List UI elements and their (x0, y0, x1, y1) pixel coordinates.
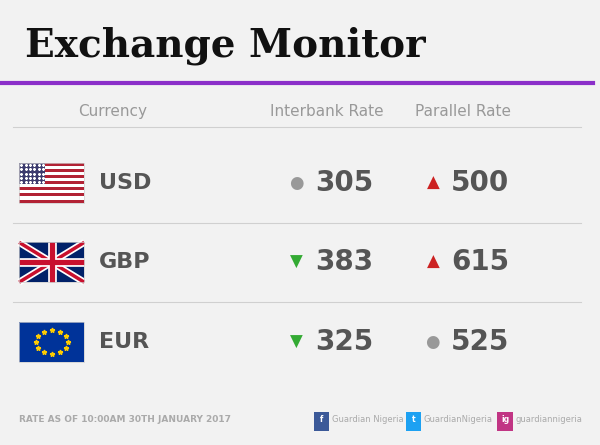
FancyBboxPatch shape (497, 412, 512, 431)
FancyBboxPatch shape (314, 412, 329, 431)
FancyBboxPatch shape (19, 187, 84, 190)
FancyBboxPatch shape (19, 199, 84, 202)
Text: ▼: ▼ (290, 333, 303, 351)
Text: ●: ● (425, 333, 439, 351)
Text: f: f (320, 415, 323, 424)
Text: 525: 525 (451, 328, 509, 356)
Text: ▲: ▲ (427, 253, 439, 271)
Text: Parallel Rate: Parallel Rate (415, 105, 511, 119)
Text: GuardianNigeria: GuardianNigeria (423, 415, 492, 424)
FancyBboxPatch shape (19, 166, 84, 169)
Text: GBP: GBP (99, 252, 151, 272)
Text: guardiannigeria: guardiannigeria (515, 415, 582, 424)
Text: ▲: ▲ (427, 174, 439, 192)
Text: 500: 500 (451, 169, 509, 197)
FancyBboxPatch shape (19, 243, 84, 282)
Text: 615: 615 (451, 248, 509, 276)
FancyBboxPatch shape (19, 178, 84, 181)
Text: Interbank Rate: Interbank Rate (270, 105, 383, 119)
Text: Currency: Currency (79, 105, 148, 119)
FancyBboxPatch shape (19, 163, 45, 184)
FancyBboxPatch shape (19, 190, 84, 194)
FancyBboxPatch shape (19, 172, 84, 175)
Text: RATE AS OF 10:00AM 30TH JANUARY 2017: RATE AS OF 10:00AM 30TH JANUARY 2017 (19, 415, 231, 424)
FancyBboxPatch shape (19, 181, 84, 184)
FancyBboxPatch shape (19, 175, 84, 178)
Text: 325: 325 (315, 328, 373, 356)
Text: Exchange Monitor: Exchange Monitor (25, 26, 425, 65)
FancyBboxPatch shape (19, 194, 84, 197)
Text: EUR: EUR (99, 332, 149, 352)
Text: 383: 383 (315, 248, 373, 276)
FancyBboxPatch shape (19, 163, 84, 166)
Text: ●: ● (289, 174, 303, 192)
Text: Guardian Nigeria: Guardian Nigeria (332, 415, 403, 424)
FancyBboxPatch shape (19, 169, 84, 172)
Text: t: t (412, 415, 415, 424)
Text: ig: ig (501, 415, 509, 424)
FancyBboxPatch shape (19, 184, 84, 187)
FancyBboxPatch shape (406, 412, 421, 431)
Text: ▼: ▼ (290, 253, 303, 271)
FancyBboxPatch shape (19, 197, 84, 199)
Text: 305: 305 (315, 169, 373, 197)
Text: USD: USD (99, 173, 151, 193)
FancyBboxPatch shape (19, 322, 84, 362)
